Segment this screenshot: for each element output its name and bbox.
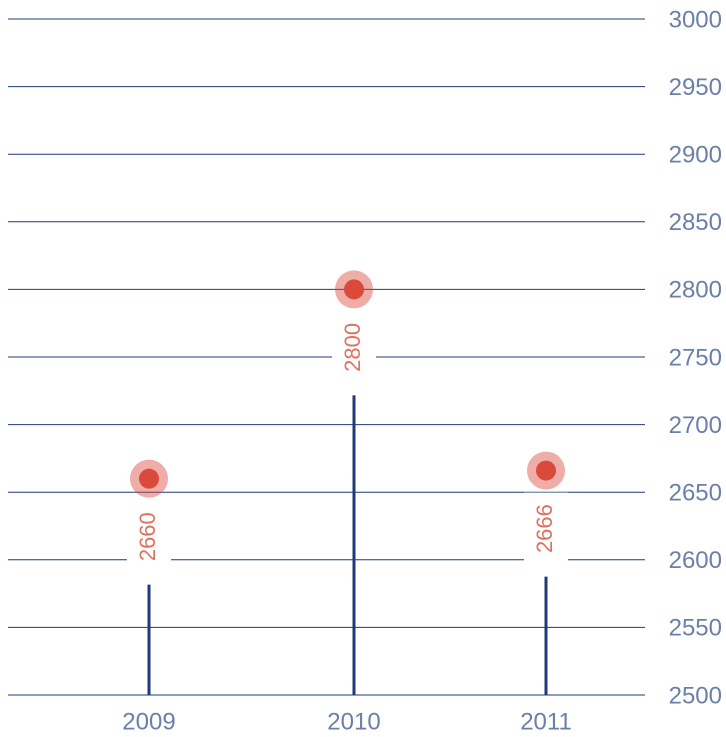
y-tick-label: 2750 [669,344,722,371]
y-tick-label: 2900 [669,142,722,169]
marker [344,279,364,300]
y-tick-label: 2700 [669,412,722,439]
value-label: 2800 [340,323,365,372]
y-tick-label: 2850 [669,209,722,236]
marker [139,468,159,489]
x-tick-label: 2010 [327,708,380,735]
y-tick-label: 2950 [669,74,722,101]
marker [536,460,556,481]
value-label: 2660 [135,512,160,561]
y-tick-label: 2500 [669,682,722,709]
y-tick-label: 2650 [669,480,722,507]
y-tick-label: 3000 [669,6,722,33]
label-background [127,500,171,575]
y-tick-label: 2550 [669,615,722,642]
label-background [332,311,376,386]
label-background [524,492,568,567]
value-label: 2666 [532,504,557,553]
x-tick-label: 2009 [122,708,175,735]
x-tick-label: 2011 [520,708,572,735]
y-tick-label: 2800 [669,277,722,304]
y-tick-label: 2600 [669,547,722,574]
